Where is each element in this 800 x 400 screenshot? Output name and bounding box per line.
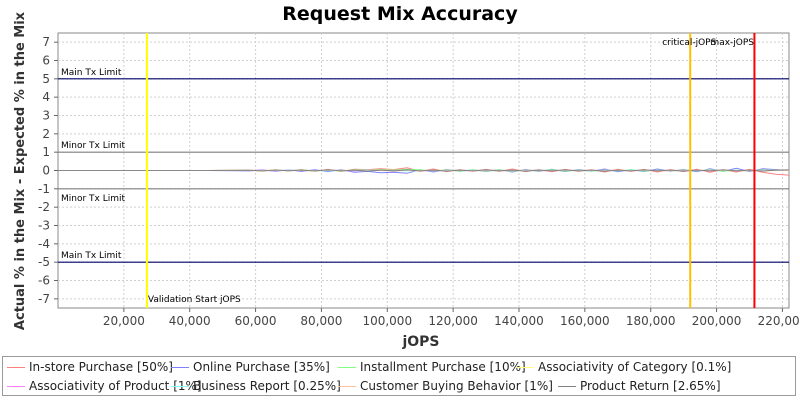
legend-label: Online Purchase [35%] [193,360,330,374]
legend-swatch [516,366,534,368]
y-tick-label: -6 [38,274,50,288]
legend-swatch [338,385,356,387]
legend-item: In-store Purchase [50%] [7,359,173,375]
x-tick-label: 200,000 [692,314,742,328]
legend-label: Installment Purchase [10%] [360,360,526,374]
legend-item: Product Return [2.65%] [558,378,721,394]
chart-svg: Request Mix Accuracy jOPS Actual % in th… [13,3,800,350]
x-tick-label: 80,000 [300,314,342,328]
y-tick-label: 0 [42,164,50,178]
x-tick-label: 160,000 [560,314,610,328]
limit-label: Minor Tx Limit [61,141,126,151]
limit-label: Main Tx Limit [61,68,122,78]
y-tick-label: -1 [38,182,50,196]
legend-item: Customer Buying Behavior [1%] [338,378,553,394]
marker-label: critical-jOPS [662,38,716,48]
y-tick-label: 7 [42,35,50,49]
x-tick-label: 180,000 [626,314,676,328]
y-tick-label: 3 [42,109,50,123]
legend-label: Customer Buying Behavior [1%] [360,379,553,393]
marker-label: Validation Start jOPS [148,295,241,305]
legend: In-store Purchase [50%] Online Purchase [… [2,356,796,396]
y-tick-label: 1 [42,145,50,159]
legend-label: Product Return [2.65%] [580,379,721,393]
y-tick-label: -7 [38,292,50,306]
legend-swatch [7,385,25,387]
x-tick-label: 120,000 [428,314,478,328]
legend-item: Business Report [0.25%] [171,378,341,394]
x-tick-label: 40,000 [169,314,211,328]
x-tick-label: 20,000 [103,314,145,328]
y-tick-label: -3 [38,219,50,233]
x-tick-label: 100,000 [362,314,412,328]
legend-item: Associativity of Category [0.1%] [516,359,731,375]
legend-label: Business Report [0.25%] [193,379,341,393]
marker-label: max-jOPS [710,38,754,48]
legend-swatch [7,366,25,368]
y-tick-label: -2 [38,200,50,214]
legend-item: Installment Purchase [10%] [338,359,526,375]
x-tick-label: 140,000 [494,314,544,328]
legend-swatch [558,385,576,387]
legend-label: In-store Purchase [50%] [29,360,173,374]
series-line [58,169,790,172]
x-tick-label: 220,000 [758,314,800,328]
legend-swatch [171,366,189,368]
y-tick-label: 4 [42,90,50,104]
legend-label: Associativity of Product [1%] [29,379,202,393]
legend-item: Online Purchase [35%] [171,359,330,375]
limit-label: Main Tx Limit [61,251,122,261]
x-tick-label: 60,000 [235,314,277,328]
chart-title: Request Mix Accuracy [282,3,518,25]
y-tick-label: -5 [38,255,50,269]
y-tick-label: -4 [38,237,50,251]
y-axis-label: Actual % in the Mix - Expected % in the … [13,11,28,330]
limit-label: Minor Tx Limit [61,194,126,204]
y-tick-label: 2 [42,127,50,141]
legend-swatch [171,385,189,387]
legend-item: Associativity of Product [1%] [7,378,202,394]
y-tick-label: 5 [42,72,50,86]
legend-swatch [338,366,356,368]
x-axis-label: jOPS [401,334,439,350]
y-tick-label: 6 [42,54,50,68]
legend-label: Associativity of Category [0.1%] [538,360,732,374]
